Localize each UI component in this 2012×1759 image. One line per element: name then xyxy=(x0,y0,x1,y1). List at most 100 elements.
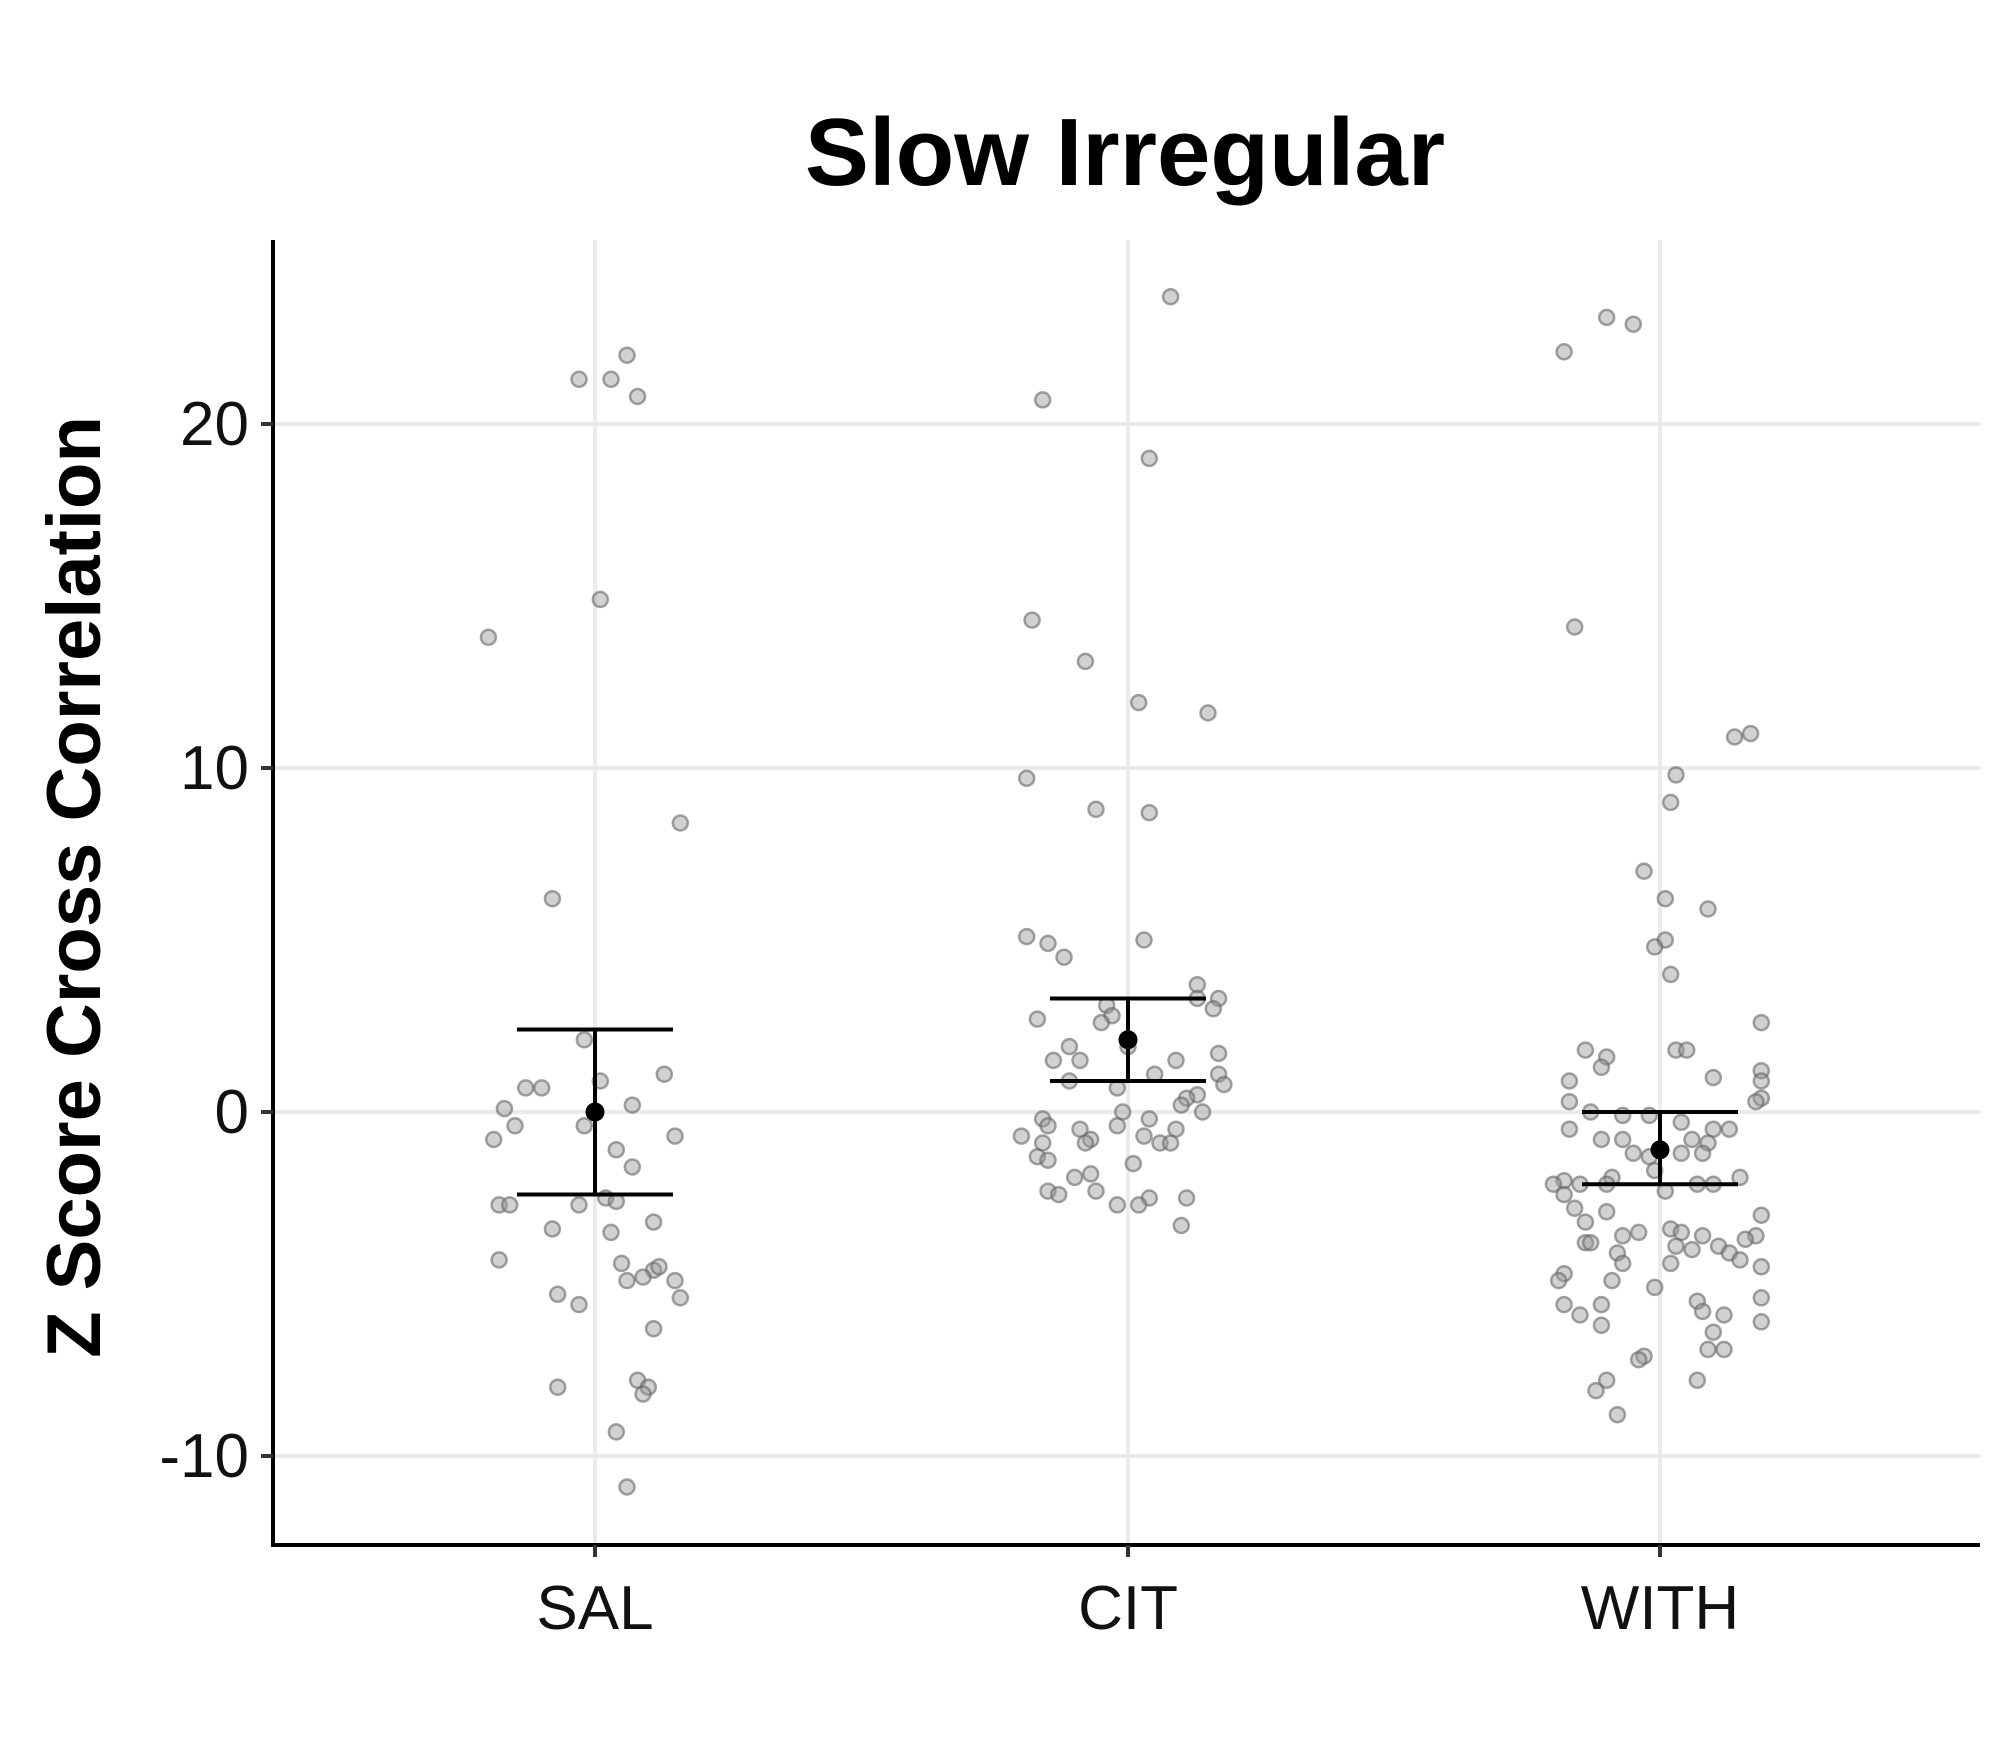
data-point xyxy=(1129,1196,1148,1214)
data-point xyxy=(500,1196,519,1214)
data-point xyxy=(618,1478,636,1496)
data-point xyxy=(1645,938,1664,956)
data-point xyxy=(575,1117,594,1135)
data-point xyxy=(1129,693,1148,712)
data-point xyxy=(1741,724,1760,743)
data-point xyxy=(607,1141,626,1159)
data-point xyxy=(1209,1044,1228,1063)
grid xyxy=(273,240,1980,1545)
data-point xyxy=(1731,1168,1749,1187)
data-point xyxy=(1608,1405,1627,1424)
data-point xyxy=(1555,1185,1573,1204)
data-point xyxy=(1081,1165,1100,1183)
data-point xyxy=(1549,1271,1568,1290)
data-point xyxy=(666,1271,684,1290)
data-point xyxy=(1565,1199,1584,1218)
data-point xyxy=(1693,1302,1712,1321)
data-point xyxy=(1693,1227,1712,1245)
data-point xyxy=(628,387,647,406)
data-points xyxy=(479,287,1771,1496)
data-point xyxy=(1049,1185,1068,1204)
data-point xyxy=(1624,1144,1643,1163)
data-point xyxy=(570,1295,588,1314)
data-point xyxy=(1747,1092,1765,1111)
data-point xyxy=(1177,1189,1196,1207)
data-point xyxy=(1033,391,1052,409)
data-point xyxy=(1039,934,1057,953)
ticks: -10 0 10 20 SAL CIT WITH xyxy=(159,390,1739,1643)
data-point xyxy=(479,628,498,647)
data-point xyxy=(655,1065,674,1083)
data-point xyxy=(1012,1127,1031,1145)
data-point xyxy=(1108,1196,1127,1214)
data-point xyxy=(1576,1041,1595,1059)
data-point xyxy=(1193,1103,1212,1121)
data-point xyxy=(1699,900,1717,918)
data-point xyxy=(1544,1175,1563,1193)
data-point xyxy=(1592,1130,1611,1149)
data-point xyxy=(1677,1041,1696,1059)
data-point xyxy=(1172,1096,1191,1114)
data-point xyxy=(1752,1013,1771,1032)
data-point xyxy=(1172,1216,1191,1235)
data-point xyxy=(495,1099,514,1118)
data-point xyxy=(570,370,588,389)
y-tick-label: 20 xyxy=(180,390,249,459)
y-tick-label: -10 xyxy=(159,1422,249,1491)
data-point xyxy=(1017,769,1036,788)
data-point xyxy=(1613,1130,1632,1149)
data-point xyxy=(1581,1233,1600,1252)
data-point xyxy=(1736,1230,1755,1249)
x-tick-label: SAL xyxy=(536,1574,653,1643)
data-point xyxy=(1752,1258,1771,1276)
data-point xyxy=(650,1258,668,1276)
data-point xyxy=(1161,287,1180,306)
data-point xyxy=(1087,800,1105,819)
data-point xyxy=(1624,315,1643,333)
data-point xyxy=(623,1158,642,1176)
x-tick-label: CIT xyxy=(1078,1574,1178,1643)
data-point xyxy=(634,1385,652,1403)
data-point xyxy=(1683,1240,1701,1259)
data-point xyxy=(591,590,610,609)
data-point xyxy=(618,1271,636,1290)
data-point xyxy=(1752,1206,1771,1224)
data-point xyxy=(1204,1000,1223,1018)
data-point xyxy=(623,1096,642,1114)
data-point xyxy=(1071,1051,1089,1070)
data-point xyxy=(1688,1371,1707,1390)
data-point xyxy=(1635,862,1653,880)
data-point xyxy=(1065,1168,1084,1187)
data-point xyxy=(612,1254,631,1273)
data-point xyxy=(1140,803,1159,822)
data-point xyxy=(1555,1295,1573,1314)
data-point xyxy=(1672,1144,1691,1163)
data-point xyxy=(1167,1051,1185,1070)
summary-markers xyxy=(517,996,1738,1197)
data-point xyxy=(1699,1340,1717,1359)
data-point xyxy=(634,1268,652,1286)
data-point xyxy=(1039,1151,1057,1169)
data-point xyxy=(671,1289,690,1307)
data-point xyxy=(1044,1051,1063,1070)
data-point xyxy=(1039,1117,1057,1135)
data-point xyxy=(1704,1323,1723,1341)
data-point xyxy=(618,346,636,364)
data-point xyxy=(1555,343,1573,361)
data-point xyxy=(1629,1223,1648,1242)
chart-title: Slow Irregular xyxy=(805,99,1445,206)
data-point xyxy=(1076,652,1095,671)
data-point xyxy=(602,1223,620,1242)
y-tick-label: 10 xyxy=(180,734,249,803)
data-point xyxy=(1576,1213,1595,1231)
data-point xyxy=(1693,1144,1712,1163)
data-point xyxy=(671,814,690,832)
data-point xyxy=(1629,1350,1648,1369)
x-tick-label: WITH xyxy=(1581,1574,1739,1643)
data-point xyxy=(1752,1072,1771,1090)
data-point xyxy=(1725,728,1744,746)
data-point xyxy=(543,1220,562,1238)
data-point xyxy=(1576,1233,1595,1252)
data-point xyxy=(1613,1227,1632,1245)
